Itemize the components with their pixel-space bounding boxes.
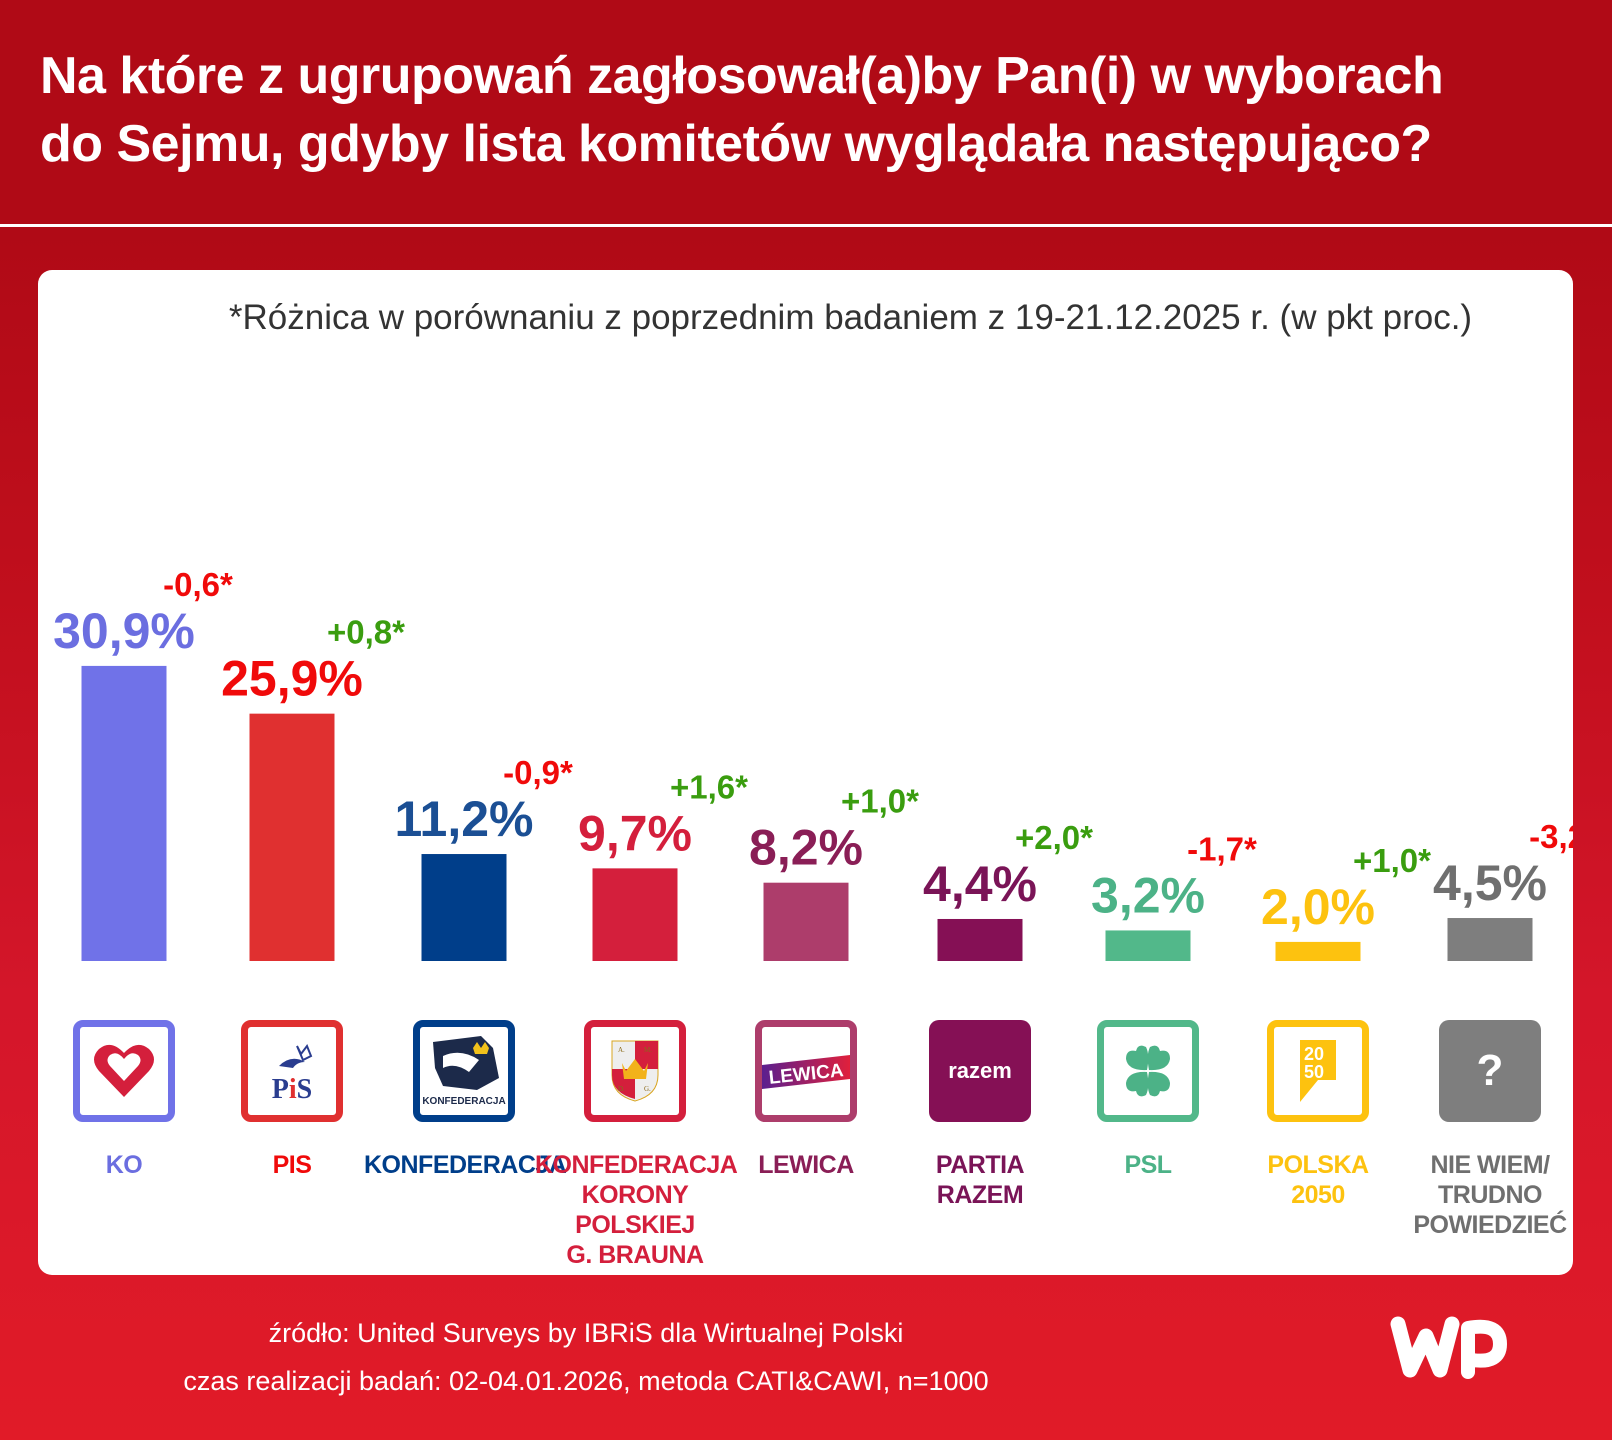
party-label-line: POWIEDZIEĆ (1413, 1211, 1567, 1239)
value-label: 9,7% (578, 805, 692, 861)
bar-chart: 30,9%-0,6* 25,9%+0,8* 11,2%-0,9*9,7%+1,6*8… (53, 566, 1573, 961)
party-label-line: KONFEDERACJA (364, 1151, 567, 1179)
party-label-line: KORONY (581, 1181, 689, 1209)
header-band: Na które z ugrupowań zagłosował(a)by Pan… (0, 0, 1612, 226)
clover-icon (1097, 1020, 1199, 1122)
svg-text:M.: M. (644, 1046, 652, 1054)
bar-7 (1275, 941, 1361, 961)
change-label: +1,0* (841, 783, 919, 820)
chart-card: *Różnica w porównaniu z poprzednim badan… (38, 270, 1573, 1275)
question-icon: ? (1439, 1020, 1541, 1122)
bar-6 (1105, 930, 1191, 961)
value-label: 2,0% (1261, 879, 1375, 935)
svg-text:D.: D. (618, 1085, 625, 1093)
title-line-2: do Sejmu, gdyby lista komitetów wyglądał… (40, 115, 1432, 173)
party-label-line: 2050 (1291, 1181, 1345, 1209)
heart-icon (73, 1020, 175, 1122)
razem-logo-text: razem (948, 1058, 1012, 1083)
svg-text:50: 50 (1304, 1062, 1324, 1082)
party-label-line: RAZEM (936, 1181, 1024, 1209)
party-label-line: TRUDNO (1438, 1181, 1542, 1209)
change-label: +0,8* (327, 614, 405, 651)
bar-5 (937, 918, 1023, 961)
party-label: PSL (1048, 1150, 1248, 1180)
svg-text:20: 20 (1304, 1044, 1324, 1064)
source-note: źródło: United Surveys by IBRiS dla Wirt… (268, 1318, 904, 1348)
value-label: 8,2% (749, 820, 863, 876)
bar-8 (1447, 918, 1533, 961)
party-label: PARTIA RAZEM (880, 1150, 1080, 1210)
party-label-line: POLSKIEJ (575, 1211, 695, 1239)
lewica-logo: LEWICA (755, 1020, 857, 1122)
wp-logo (1390, 1316, 1507, 1379)
party-label-line: NIE WIEM/ (1430, 1151, 1550, 1179)
value-label: 4,5% (1433, 855, 1547, 911)
konfederacja-logo: KONFEDERACJA (413, 1020, 515, 1122)
party-label-line: G. BRAUNA (566, 1241, 704, 1269)
party-label: LEWICA (706, 1150, 906, 1180)
party-label-line: LEWICA (758, 1151, 854, 1179)
bar-3 (592, 868, 678, 961)
party-label-line: PSL (1124, 1151, 1172, 1179)
crown-shield-logo: A. M. D. G. (584, 1020, 686, 1122)
party-label: NIE WIEM/TRUDNO POWIEDZIEĆ (1390, 1150, 1590, 1240)
svg-text:PiS: PiS (272, 1074, 312, 1105)
bar-2 (421, 854, 507, 961)
party-label-line: POLSKA (1267, 1151, 1369, 1179)
bar-0 (81, 665, 167, 961)
party-label: POLSKA 2050 (1218, 1150, 1418, 1210)
bar-1 (249, 713, 335, 961)
change-label: +1,0* (1353, 842, 1431, 879)
polska2050-logo: 20 50 (1267, 1020, 1369, 1122)
value-label: 11,2% (394, 791, 533, 847)
party-label-line: KONFEDERACJA (535, 1151, 738, 1179)
svg-text:KONFEDERACJA: KONFEDERACJA (422, 1096, 505, 1107)
change-label: -0,9* (503, 754, 573, 791)
party-label: KONFEDERACJA (364, 1150, 567, 1180)
change-label: +2,0* (1015, 819, 1093, 856)
party-label-line: PARTIA (935, 1151, 1025, 1179)
pis-logo: PiS (241, 1020, 343, 1122)
question-mark: ? (1476, 1046, 1504, 1095)
value-label: 3,2% (1091, 867, 1205, 923)
change-label: -3,2* (1529, 818, 1573, 855)
header-divider (0, 224, 1612, 227)
svg-text:G.: G. (644, 1085, 651, 1093)
razem-logo: razem (929, 1020, 1031, 1122)
chart-title: Na które z ugrupowań zagłosował(a)by Pan… (40, 42, 1600, 178)
change-label: -1,7* (1187, 830, 1257, 867)
value-label: 30,9% (53, 603, 195, 659)
chart-subtitle: *Różnica w porównaniu z poprzednim badan… (228, 298, 1473, 337)
bar-4 (763, 882, 849, 961)
change-label: +1,6* (670, 768, 748, 805)
svg-text:A.: A. (618, 1046, 625, 1054)
value-label: 4,4% (923, 856, 1037, 912)
party-label-line: KO (105, 1151, 143, 1179)
value-label: 25,9% (221, 651, 363, 707)
method-note: czas realizacji badań: 02-04.01.2026, me… (183, 1366, 989, 1396)
change-label: -0,6* (163, 566, 233, 603)
party-label: PIS (192, 1150, 392, 1180)
title-line-1: Na które z ugrupowań zagłosował(a)by Pan… (40, 47, 1444, 105)
party-label: KO (24, 1150, 224, 1180)
party-label: KONFEDERACJA KORONY POLSKIEJ G. BRAUNA (535, 1150, 738, 1270)
party-label-line: PIS (272, 1151, 312, 1179)
